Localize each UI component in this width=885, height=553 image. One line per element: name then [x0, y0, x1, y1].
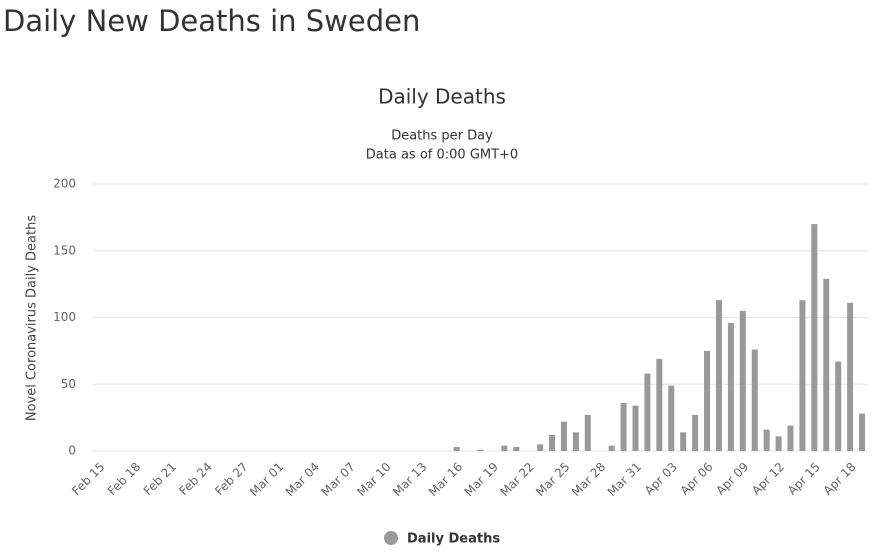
bar: [727, 322, 734, 451]
x-tick-label: Mar 10: [354, 460, 393, 499]
bar: [644, 373, 651, 451]
bar: [501, 445, 508, 451]
bar: [787, 425, 794, 451]
bar: [549, 434, 556, 451]
x-tick-label: Feb 15: [69, 460, 107, 498]
chart-subtitle: Data as of 0:00 GMT+0: [366, 148, 518, 163]
bar: [477, 449, 484, 451]
bar: [739, 310, 746, 451]
bar: [823, 278, 830, 451]
x-tick-label: Feb 27: [212, 460, 250, 498]
x-tick-label: Apr 09: [713, 460, 751, 498]
bar: [835, 361, 842, 451]
y-tick-label: 0: [68, 444, 76, 458]
bar: [811, 224, 818, 451]
x-tick-label: Mar 31: [605, 460, 644, 499]
bar: [763, 429, 770, 451]
bar: [656, 358, 663, 451]
x-tick-label: Apr 06: [678, 460, 716, 498]
bar: [572, 432, 579, 451]
x-tick-label: Feb 24: [176, 460, 214, 498]
page-title: Daily New Deaths in Sweden: [3, 4, 421, 38]
legend-marker: [384, 531, 398, 545]
bar: [680, 432, 687, 451]
legend-label: Daily Deaths: [407, 532, 500, 547]
bar: [632, 405, 639, 451]
bar: [859, 413, 866, 451]
bar: [584, 414, 591, 451]
bar: [847, 302, 854, 451]
bar: [775, 436, 782, 451]
bar: [704, 350, 711, 451]
bar: [537, 444, 544, 451]
bar: [751, 349, 758, 451]
chart-title: Daily Deaths: [378, 85, 506, 109]
bar: [513, 446, 520, 451]
x-tick-label: Mar 19: [462, 460, 501, 499]
x-tick-label: Mar 13: [390, 460, 429, 499]
x-tick-label: Mar 01: [247, 460, 286, 499]
x-tick-label: Mar 04: [283, 460, 322, 499]
bar: [620, 402, 627, 451]
bar: [715, 300, 722, 451]
x-tick-label: Mar 16: [426, 460, 465, 499]
y-tick-label: 100: [53, 310, 76, 324]
x-tick-label: Apr 15: [785, 460, 823, 498]
x-tick-label: Apr 18: [821, 460, 859, 498]
bar: [560, 421, 567, 451]
x-tick-label: Feb 18: [105, 460, 143, 498]
y-tick-label: 150: [53, 243, 76, 257]
bar: [453, 446, 460, 451]
bar: [608, 445, 615, 451]
x-tick-label: Mar 28: [569, 460, 608, 499]
x-tick-label: Feb 21: [141, 460, 179, 498]
x-tick-label: Mar 25: [533, 460, 572, 499]
bar: [799, 300, 806, 451]
bar: [668, 385, 675, 451]
y-tick-label: 50: [61, 377, 76, 391]
bar: [692, 414, 699, 451]
x-tick-label: Apr 03: [642, 460, 680, 498]
x-tick-label: Mar 07: [319, 460, 358, 499]
x-tick-label: Apr 12: [749, 460, 787, 498]
x-tick-label: Mar 22: [497, 460, 536, 499]
y-tick-label: 200: [53, 177, 76, 191]
y-axis-title: Novel Coronavirus Daily Deaths: [25, 215, 40, 421]
chart-subtitle: Deaths per Day: [391, 129, 493, 144]
